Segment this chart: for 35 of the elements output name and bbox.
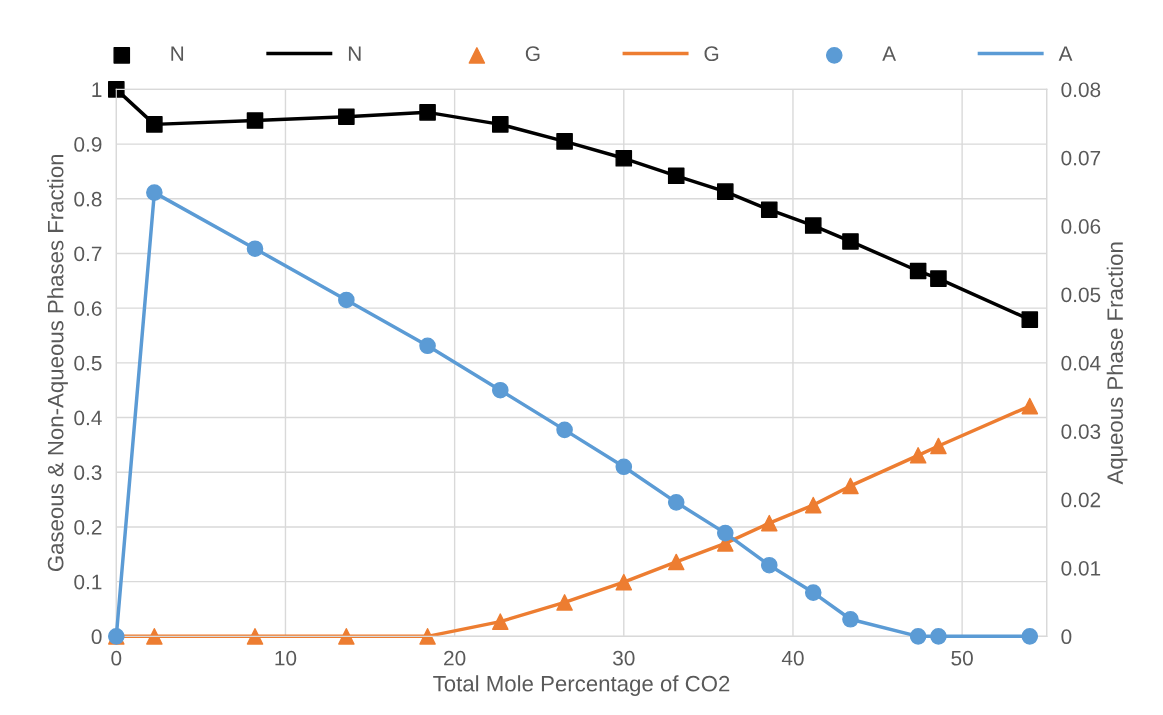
legend-label: G xyxy=(525,46,540,62)
y2-tick-label: 0.05 xyxy=(1061,287,1101,303)
y-tick-label: 0.4 xyxy=(74,410,102,426)
legend-label: A xyxy=(1058,46,1073,61)
legend-label: N xyxy=(171,46,184,61)
y-tick-label: 0.5 xyxy=(74,355,102,371)
y2-tick-label: 0.08 xyxy=(1061,82,1101,98)
y-tick-label: 0.9 xyxy=(74,137,102,152)
x-tick-label: 50 xyxy=(951,650,973,666)
x-tick-label: 30 xyxy=(613,650,635,666)
y2-tick-label: 0.01 xyxy=(1061,560,1101,576)
legend-label: G xyxy=(704,46,719,62)
y2-tick-label: 0 xyxy=(1061,629,1072,645)
y2-tick-label: 0.03 xyxy=(1061,424,1101,439)
x-tick-label: 40 xyxy=(781,650,804,666)
y-tick-label: 0.1 xyxy=(74,574,102,590)
x-axis-title: Total Mole Percentage of CO2 xyxy=(433,675,730,696)
y-tick-label: 0 xyxy=(91,629,102,645)
y2-tick-label: 0.07 xyxy=(1061,150,1101,166)
y2-tick-label: 0.02 xyxy=(1061,492,1101,508)
y2-axis-title: Aqueous Phase Fraction xyxy=(1106,242,1128,485)
legend-label: A xyxy=(882,46,897,61)
y-tick-label: 0.8 xyxy=(74,191,102,207)
x-tick-label: 20 xyxy=(444,650,466,666)
y2-tick-label: 0.06 xyxy=(1061,219,1101,234)
y-tick-label: 0.7 xyxy=(74,246,102,262)
y-tick-label: 0.2 xyxy=(74,519,102,535)
y-tick-label: 1 xyxy=(92,82,102,97)
y2-tick-label: 0.04 xyxy=(1061,355,1101,371)
legend-label: N xyxy=(348,46,361,61)
y-axis-title: Gaseous & Non-Aqueous Phases Fraction xyxy=(47,154,68,572)
x-tick-label: 0 xyxy=(111,650,122,666)
x-tick-label: 10 xyxy=(275,650,297,666)
y-tick-label: 0.3 xyxy=(74,465,102,481)
y-tick-label: 0.6 xyxy=(74,301,102,316)
